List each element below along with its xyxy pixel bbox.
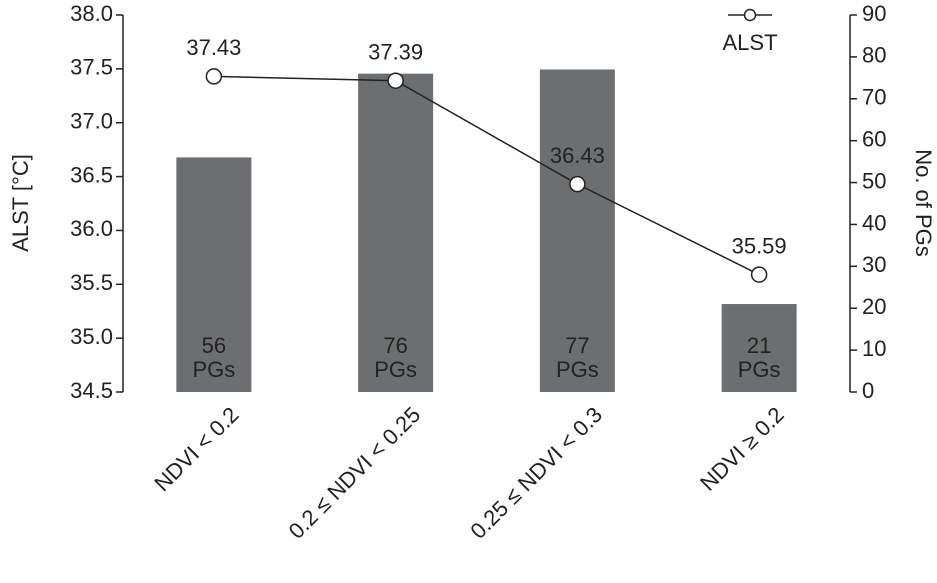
y2-tick-label: 10: [862, 336, 886, 361]
y-tick-label: 35.0: [70, 324, 113, 349]
data-label: 37.39: [368, 40, 423, 65]
line-marker: [750, 266, 768, 283]
y-tick-label: 38.0: [70, 1, 113, 26]
y-tick-label: 36.5: [70, 162, 113, 187]
legend-marker: [743, 8, 757, 22]
line: [213, 75, 760, 276]
y2-tick-label: 30: [862, 252, 886, 277]
bar: [176, 157, 252, 392]
bar-value-label: 77 PGs: [555, 333, 599, 382]
x-tick-label: 0.25 ≤ NDVI < 0.3: [465, 402, 607, 544]
y-tick-label: 34.5: [70, 378, 113, 403]
y2-tick-label: 50: [862, 168, 886, 193]
y2-tick-label: 0: [862, 378, 874, 403]
x-tick-label: NDVI ≥ 0.2: [695, 402, 789, 496]
y-tick-label: 35.5: [70, 270, 113, 295]
y-axis-title: ALST [°C]: [8, 154, 33, 252]
bar: [539, 69, 615, 392]
data-label: 37.43: [186, 35, 241, 60]
data-label: 35.59: [732, 233, 787, 258]
bar: [721, 304, 797, 392]
bar-value-label: 76 PGs: [374, 333, 418, 382]
y2-tick-label: 40: [862, 210, 886, 235]
y2-tick-label: 90: [862, 1, 886, 26]
x-tick-label: NDVI < 0.2: [149, 402, 243, 496]
line-marker: [387, 72, 404, 89]
y2-tick-label: 80: [862, 43, 886, 68]
bar: [358, 73, 434, 393]
legend-label: ALST: [722, 30, 777, 55]
line-marker: [205, 68, 223, 85]
data-label: 36.43: [550, 143, 605, 168]
line-marker: [569, 175, 586, 193]
y2-tick-label: 60: [862, 126, 886, 151]
y2-axis-title: No. of PGs: [911, 149, 936, 257]
y-tick-label: 37.5: [70, 55, 113, 80]
bar-value-label: 21 PGs: [737, 333, 781, 382]
x-tick-label: 0.2 ≤ NDVI < 0.25: [284, 402, 426, 544]
y-tick-label: 36.0: [70, 216, 113, 241]
y2-tick-label: 70: [862, 85, 886, 110]
bar-value-label: 56 PGs: [192, 333, 236, 382]
y2-tick-label: 20: [862, 294, 886, 319]
y-tick-label: 37.0: [70, 109, 113, 134]
